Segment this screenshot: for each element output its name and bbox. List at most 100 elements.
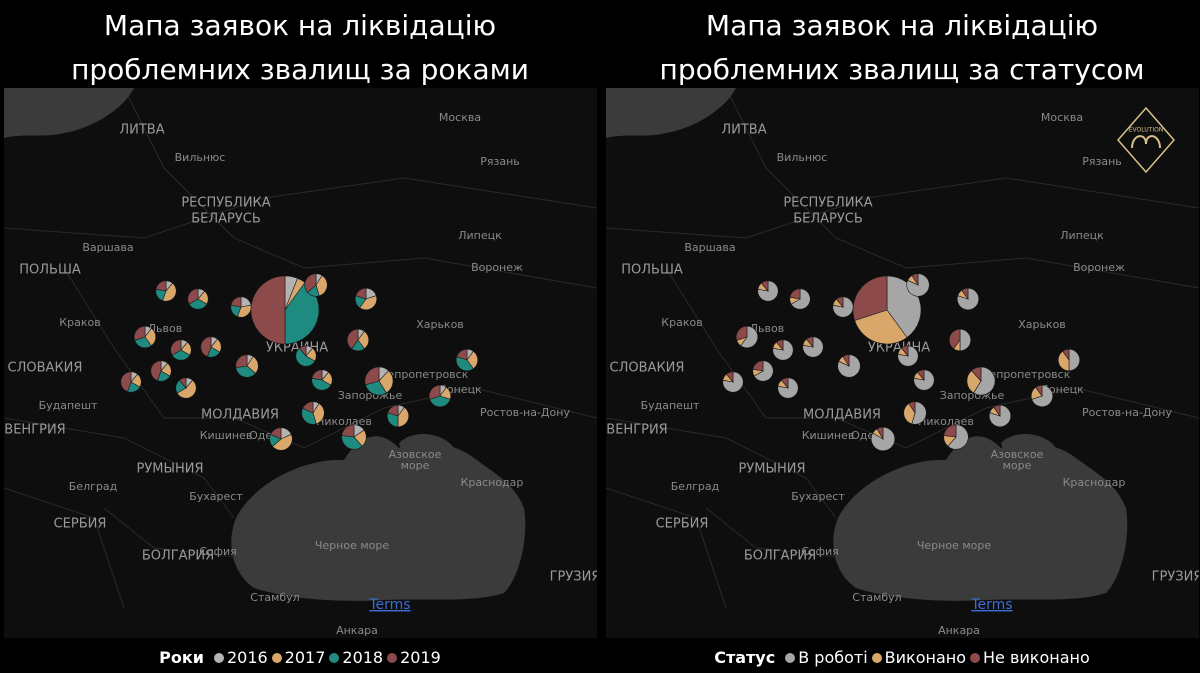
- map-label: ГРУЗИЯ: [550, 570, 597, 585]
- pie-slice: [235, 365, 256, 378]
- baltic-sea: [4, 88, 134, 138]
- pie-slice: [387, 404, 399, 417]
- map-label: Кишинев: [802, 429, 855, 442]
- pie-slice: [854, 309, 908, 345]
- panel-title: Мапа заявок на ліквідацію проблемних зва…: [71, 9, 529, 86]
- map-label: Николаев: [316, 415, 372, 428]
- map-label: море: [401, 459, 430, 472]
- pie-slice: [302, 401, 314, 414]
- pie-slice: [133, 325, 146, 341]
- pie-slice: [917, 369, 925, 381]
- terms-link[interactable]: Terms: [368, 597, 410, 613]
- pie-slice: [948, 328, 961, 350]
- pie-slice: [943, 424, 957, 438]
- map-label: Липецк: [458, 229, 502, 242]
- map-label: Стамбул: [852, 591, 901, 604]
- map-label: РУМЫНИЯ: [739, 462, 806, 477]
- map-label: Азовское: [389, 448, 442, 461]
- pie-slice: [956, 287, 980, 310]
- azov-sea: [1001, 433, 1056, 463]
- map-label: Харьков: [416, 318, 464, 331]
- map-label: Липецк: [1060, 229, 1104, 242]
- logo-mark: [1131, 135, 1161, 149]
- panel: Мапа заявок на ліквідацію проблемних зва…: [0, 9, 600, 669]
- map-label: море: [1003, 459, 1032, 472]
- pie-slice: [359, 295, 378, 310]
- map-label: Вильнюс: [777, 151, 828, 164]
- pie-slice: [852, 275, 888, 321]
- legend-swatch: [271, 653, 282, 663]
- azov-sea: [399, 433, 454, 463]
- map-label: Азовское: [991, 448, 1044, 461]
- pie-slice: [378, 370, 394, 394]
- pie-slice: [966, 370, 982, 394]
- pie-slice: [961, 287, 969, 300]
- map-label: БОЛГАРИЯ: [744, 549, 816, 564]
- pie-slice: [901, 345, 909, 357]
- map-label: РЕСПУБЛИКА: [181, 196, 270, 211]
- map-label: ГРУЗИЯ: [1152, 570, 1199, 585]
- pie-slice: [429, 395, 451, 408]
- legend-swatch: [329, 653, 340, 663]
- map-label: Кишинев: [200, 429, 253, 442]
- legend-label: 2019: [400, 648, 441, 667]
- pie-slice: [341, 424, 355, 438]
- map-label: Львов: [750, 322, 784, 335]
- pie-slice: [187, 288, 199, 305]
- land-borders: [606, 88, 1199, 609]
- map-label: Днепропетровск: [974, 368, 1071, 381]
- map-label: Краков: [59, 316, 100, 329]
- pie-slice: [188, 298, 208, 310]
- pie-slice: [947, 424, 969, 450]
- pie-slice: [270, 427, 282, 440]
- pie-slice: [740, 325, 759, 348]
- map-label: МОЛДАВИЯ: [803, 408, 881, 423]
- baltic-sea: [606, 88, 736, 138]
- pie-slice: [1068, 348, 1080, 372]
- terms-link[interactable]: Terms: [970, 597, 1012, 613]
- legend-title: Роки: [159, 648, 204, 667]
- pie-slice: [988, 404, 1012, 427]
- pie-slice: [903, 403, 916, 425]
- land-borders: [4, 88, 597, 609]
- pie-slice: [200, 336, 212, 357]
- pie-slice: [301, 407, 317, 425]
- map-label: Ростов-на-Дону: [480, 406, 570, 419]
- map-label: Харьков: [1018, 318, 1066, 331]
- legend-label: 2016: [226, 648, 268, 667]
- pie-slice: [806, 336, 814, 348]
- pie-slice: [176, 379, 197, 399]
- map-label: Львов: [148, 322, 182, 335]
- map-label: Краснодар: [461, 476, 524, 489]
- map: ЛИТВА Вильнюс Москва Рязань РЕСПУБЛИКАБЕЛАРУ…: [4, 88, 597, 638]
- map-label: ЛИТВА: [119, 123, 164, 138]
- map-label: Черное море: [917, 539, 991, 552]
- map-label: МОЛДАВИЯ: [201, 408, 279, 423]
- pie-slice: [341, 435, 363, 450]
- pie-slice: [836, 296, 844, 308]
- legend-label: Виконано: [884, 648, 966, 667]
- legend-label: В роботі: [798, 648, 868, 667]
- pie-slice: [397, 406, 410, 428]
- map-label: БОЛГАРИЯ: [142, 549, 214, 564]
- pie-slice: [959, 328, 971, 352]
- map-label: ВЕНГРИЯ: [4, 423, 65, 438]
- pie-slice: [171, 349, 191, 361]
- legend-label: 2017: [284, 648, 326, 667]
- map: ЛИТВА Вильнюс Москва Рязань РЕСПУБЛИКАБЕЛАРУ…: [606, 88, 1199, 638]
- pie-slice: [971, 366, 982, 382]
- map-label: СЛОВАКИЯ: [8, 361, 83, 376]
- map-label: ПОЛЬША: [621, 263, 683, 278]
- pie-slice: [993, 404, 1001, 417]
- map-label: Бухарест: [189, 490, 243, 503]
- map-label: София: [801, 545, 839, 558]
- map-label: Краснодар: [1063, 476, 1126, 489]
- logo-diamond: [1117, 106, 1175, 174]
- legend-label: Не виконано: [983, 648, 1090, 667]
- legend: Роки 2016 2017 2018 2019: [0, 647, 600, 669]
- pie-slice: [455, 356, 474, 371]
- pie-slice: [973, 366, 996, 396]
- pie-slice: [355, 287, 367, 300]
- legend: Статус В роботі Виконано Не виконано: [602, 647, 1200, 669]
